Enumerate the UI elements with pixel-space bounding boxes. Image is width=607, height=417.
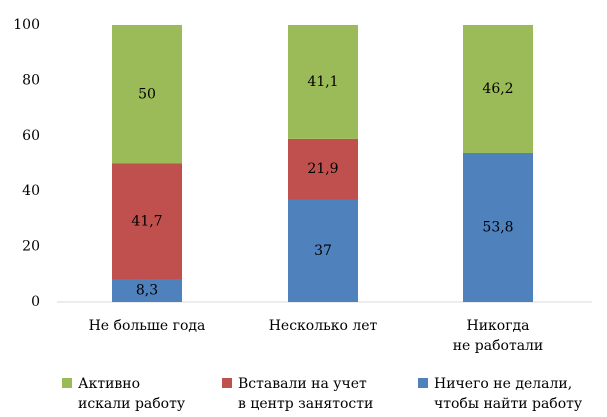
bar-segment xyxy=(112,163,182,280)
y-tick-label: 0 xyxy=(31,294,40,310)
bar-segment xyxy=(288,138,358,200)
data-label: 21,9 xyxy=(307,161,338,177)
data-label: 46,2 xyxy=(482,81,513,97)
data-label: 41,1 xyxy=(307,74,338,90)
legend-swatch xyxy=(418,378,428,388)
legend-swatch xyxy=(222,378,232,388)
bar-segment xyxy=(112,279,182,302)
data-label: 37 xyxy=(314,243,332,259)
x-tick-label: Не больше года xyxy=(89,318,206,334)
legend-label: Вставали на учет в центр занятости xyxy=(238,376,373,412)
data-label: 50 xyxy=(138,86,156,102)
bar-segment xyxy=(112,25,182,164)
data-label: 8,3 xyxy=(136,283,158,299)
y-tick-label: 80 xyxy=(22,72,40,88)
y-tick-label: 100 xyxy=(13,17,40,33)
data-label: 53,8 xyxy=(482,219,513,235)
x-tick-label: Никогда не работали xyxy=(453,318,544,354)
bar-segment xyxy=(288,199,358,302)
bar-segment xyxy=(288,25,358,139)
bar-segment xyxy=(463,25,533,153)
legend-label: Активно искали работу xyxy=(78,376,186,412)
y-tick-label: 40 xyxy=(22,183,40,199)
legend-label: Ничего не делали, чтобы найти работу xyxy=(434,376,583,412)
x-tick-label: Несколько лет xyxy=(269,318,378,334)
legend-swatch xyxy=(62,378,72,388)
y-tick-label: 20 xyxy=(22,239,40,255)
y-tick-label: 60 xyxy=(22,128,40,144)
data-label: 41,7 xyxy=(131,213,162,229)
bar-segment xyxy=(463,152,533,302)
